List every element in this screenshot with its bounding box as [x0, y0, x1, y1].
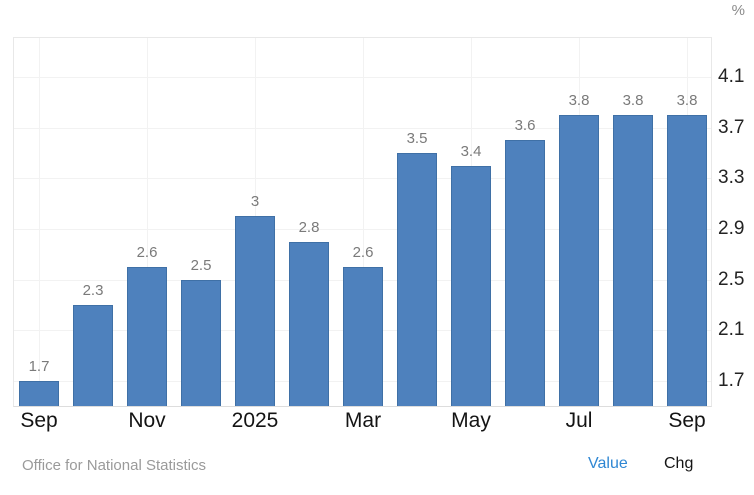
bar-value-label: 3.8: [622, 92, 644, 109]
bar-9[interactable]: [505, 140, 545, 406]
x-tick-label: 2025: [231, 409, 279, 432]
h-gridline: [14, 127, 711, 129]
bar-5[interactable]: [289, 242, 329, 406]
x-tick-label: May: [451, 409, 491, 432]
bar-value-label: 3.8: [676, 92, 698, 109]
y-tick-label: 2.9: [718, 217, 745, 239]
x-tick-label: Sep: [668, 409, 706, 432]
x-tick-label: Mar: [344, 409, 382, 432]
bar-value-label: 1.7: [28, 358, 50, 375]
h-gridline: [14, 77, 711, 79]
source-attribution: Office for National Statistics: [22, 457, 206, 474]
y-tick-label: 4.1: [718, 66, 745, 88]
bar-12[interactable]: [667, 115, 707, 406]
h-gridline: [14, 228, 711, 230]
y-tick-label: 2.5: [718, 268, 745, 290]
bar-7[interactable]: [397, 153, 437, 406]
value-toggle-button[interactable]: Value: [588, 455, 628, 472]
bar-value-label: 2.6: [352, 244, 374, 261]
bar-value-label: 3: [250, 193, 260, 210]
x-tick-label: Nov: [128, 409, 166, 432]
v-gridline: [39, 38, 40, 406]
bar-3[interactable]: [181, 280, 221, 406]
bar-2[interactable]: [127, 267, 167, 406]
bar-4[interactable]: [235, 216, 275, 406]
bar-11[interactable]: [613, 115, 653, 406]
y-tick-label: 3.7: [718, 116, 745, 138]
x-tick-label: Jul: [565, 409, 593, 432]
bar-value-label: 2.6: [136, 244, 158, 261]
bar-value-label: 3.8: [568, 92, 590, 109]
plot-area: 1.7 2.3 2.6 2.5 3 2.8 2.6 3.5 3.4 3.6 3.8 3.8 3.8: [13, 37, 712, 407]
bar-value-label: 3.6: [514, 117, 536, 134]
bar-10[interactable]: [559, 115, 599, 406]
y-tick-label: 2.1: [718, 319, 745, 341]
bar-6[interactable]: [343, 267, 383, 406]
y-tick-label: 3.3: [718, 167, 745, 189]
x-tick-label: Sep: [20, 409, 58, 432]
bar-1[interactable]: [73, 305, 113, 406]
h-gridline: [14, 178, 711, 180]
v-gridline: [147, 38, 148, 406]
y-tick-label: 1.7: [718, 369, 745, 391]
bar-8[interactable]: [451, 166, 491, 406]
bar-value-label: 2.8: [298, 219, 320, 236]
bar-value-label: 2.5: [190, 257, 212, 274]
v-gridline: [363, 38, 364, 406]
chg-toggle-button[interactable]: Chg: [664, 455, 694, 472]
bar-value-label: 3.5: [406, 130, 428, 147]
bar-0[interactable]: [19, 381, 59, 406]
y-axis-unit-label: %: [731, 2, 745, 19]
bar-value-label: 2.3: [82, 282, 104, 299]
bar-value-label: 3.4: [460, 143, 482, 160]
